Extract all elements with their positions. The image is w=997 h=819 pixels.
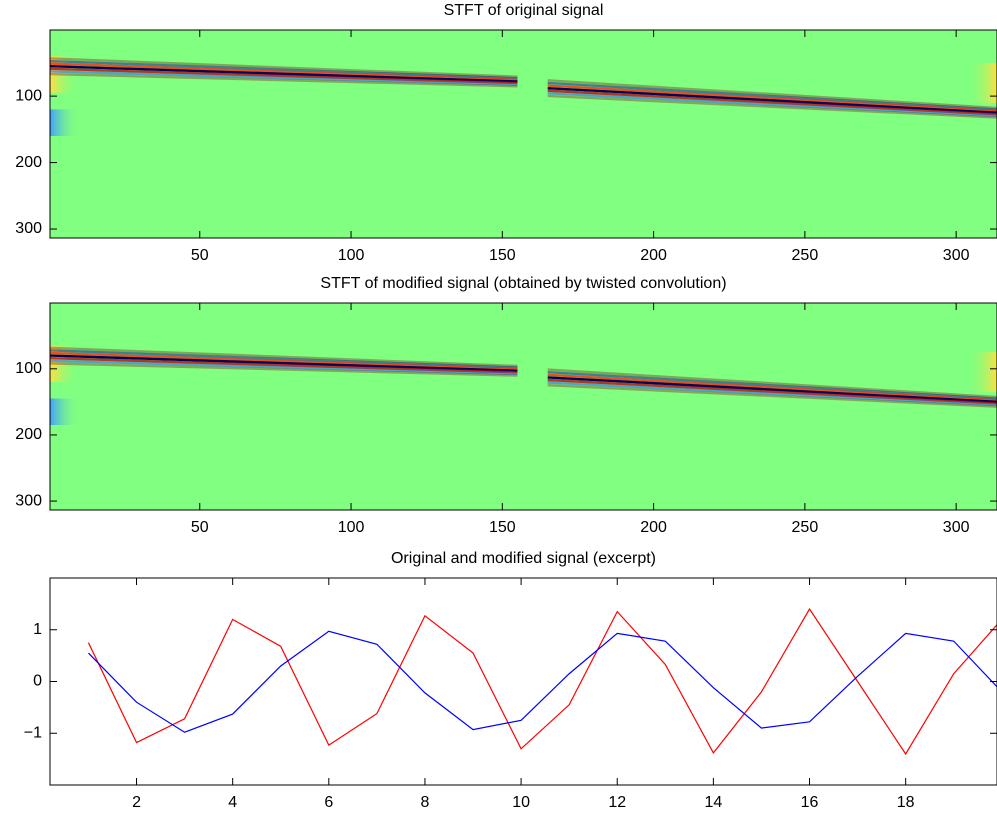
stft-image (50, 303, 997, 510)
plot-area (50, 303, 997, 510)
x-tick-label: 200 (640, 519, 667, 536)
x-tick-label: 6 (324, 794, 333, 811)
axes-frame (49, 302, 997, 511)
x-tick-label: 100 (338, 247, 365, 264)
y-tick-label: 100 (15, 87, 42, 104)
x-tick-label: 200 (640, 247, 667, 264)
stft-streak (50, 349, 518, 369)
stft-streak (547, 381, 997, 407)
plot-area (50, 30, 997, 238)
stft-streak (50, 351, 518, 371)
x-tick-label: 250 (792, 247, 819, 264)
x-tick-label: 300 (943, 247, 970, 264)
stft-streak (50, 346, 518, 368)
stft-streak (50, 59, 518, 80)
stft-streak (50, 362, 518, 377)
stft-streak (547, 94, 997, 119)
edge-glow (50, 398, 80, 426)
stft-streak (547, 376, 997, 404)
x-tick-label: 300 (943, 519, 970, 536)
y-tick-label: 1 (33, 621, 42, 638)
series-line (88, 630, 997, 733)
plot-area (87, 607, 997, 756)
stft-streak (547, 384, 997, 408)
stft-streak (50, 70, 518, 86)
edge-glow (967, 62, 997, 103)
stft-streak (50, 72, 518, 88)
stft-streak (50, 65, 518, 83)
stft-streak (50, 57, 518, 78)
x-tick-label: 2 (132, 794, 141, 811)
x-tick-label: 150 (489, 247, 516, 264)
y-tick-label: 300 (15, 220, 42, 237)
x-tick-label: 250 (792, 519, 819, 536)
stft-streak (50, 62, 518, 82)
stft-streak (50, 354, 518, 372)
y-tick-label: −1 (24, 724, 42, 741)
y-tick-label: 0 (33, 673, 42, 690)
y-tick-label: 200 (15, 426, 42, 443)
y-tick-label: 100 (15, 360, 42, 377)
x-tick-label: 8 (421, 794, 430, 811)
x-tick-label: 10 (512, 794, 530, 811)
x-tick-label: 4 (228, 794, 237, 811)
x-tick-label: 18 (897, 794, 915, 811)
stft-streak (547, 89, 997, 116)
x-tick-label: 12 (608, 794, 626, 811)
stft-streak (50, 67, 518, 85)
axes-frame (49, 29, 997, 239)
x-tick-label: 16 (801, 794, 819, 811)
stft-streak (547, 368, 997, 399)
edge-glow (50, 109, 80, 136)
axes-title: STFT of modified signal (obtained by twi… (320, 275, 726, 292)
stft-streak (547, 79, 997, 110)
stft-streak (547, 378, 997, 405)
axes-title: Original and modified signal (excerpt) (391, 550, 656, 567)
x-tick-label: 150 (489, 519, 516, 536)
stft-streak (50, 356, 518, 374)
axes-frame (49, 577, 997, 786)
stft-image (50, 30, 997, 238)
axes-title: STFT of original signal (444, 2, 604, 19)
stft-streak (547, 81, 997, 111)
stft-streak (547, 373, 997, 402)
x-tick-label: 50 (191, 247, 209, 264)
stft-streak (50, 359, 518, 376)
y-tick-label: 200 (15, 154, 42, 171)
stft-streak (547, 371, 997, 400)
y-tick-label: 300 (15, 492, 42, 509)
series-line (87, 607, 997, 756)
edge-glow (967, 352, 997, 392)
x-tick-label: 100 (338, 519, 365, 536)
stft-streak (547, 92, 997, 118)
stft-streak (547, 86, 997, 114)
stft-streak (547, 84, 997, 113)
x-tick-label: 50 (191, 519, 209, 536)
x-tick-label: 14 (704, 794, 722, 811)
